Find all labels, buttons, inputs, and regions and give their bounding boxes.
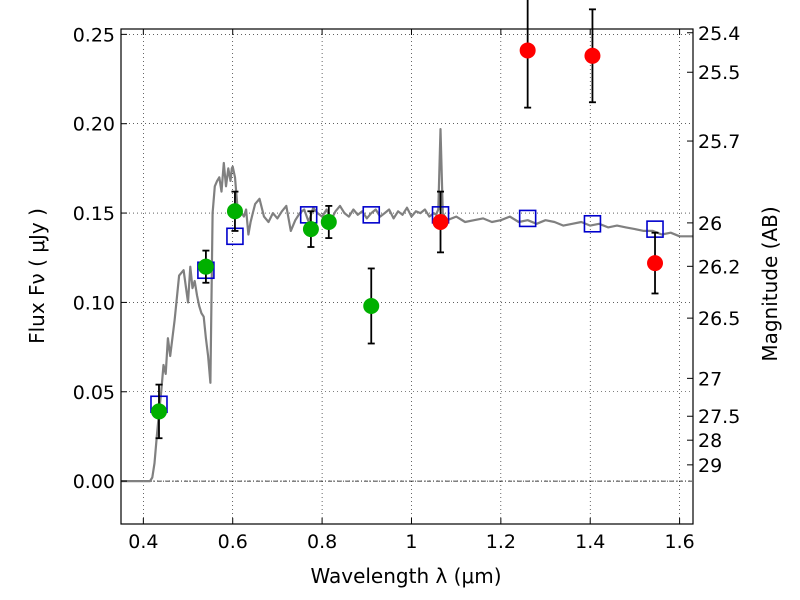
model-photometry-square bbox=[362, 206, 381, 224]
x-tick-label: 1.6 bbox=[664, 531, 694, 553]
magnitude-tick-label: 25.5 bbox=[698, 62, 740, 84]
y-tick-label: 0.10 bbox=[73, 292, 115, 314]
plot-frame bbox=[120, 28, 694, 525]
model-photometry-square bbox=[583, 214, 602, 233]
red-data-point bbox=[519, 42, 536, 59]
green-data-point bbox=[363, 297, 380, 314]
grid-lines bbox=[121, 29, 693, 524]
model-spectrum-line bbox=[121, 128, 693, 483]
x-tick-label: 0.6 bbox=[218, 531, 248, 553]
data-marks bbox=[150, 0, 664, 440]
x-tick-label: 0.8 bbox=[307, 531, 337, 553]
right-y-axis-label: Magnitude (AB) bbox=[758, 206, 782, 361]
magnitude-tick-label: 25.4 bbox=[698, 23, 740, 45]
y-tick-label: 0.05 bbox=[73, 382, 115, 404]
y-tick-label: 0.15 bbox=[73, 203, 115, 225]
magnitude-tick-label: 27 bbox=[698, 368, 722, 390]
green-data-point bbox=[302, 221, 319, 238]
green-data-point bbox=[226, 203, 243, 220]
red-data-point bbox=[584, 47, 601, 64]
red-data-point bbox=[647, 255, 664, 272]
green-data-point bbox=[197, 258, 214, 275]
x-axis-label: Wavelength λ (μm) bbox=[310, 564, 501, 588]
y-tick-label: 0.20 bbox=[73, 114, 115, 136]
y-tick-label: 0.00 bbox=[73, 471, 115, 493]
y-axis-label: Flux Fν ( μJy ) bbox=[25, 208, 49, 344]
green-data-point bbox=[320, 213, 337, 230]
model-photometry-square bbox=[518, 209, 537, 228]
magnitude-tick-label: 28 bbox=[698, 430, 722, 452]
y-tick-label: 0.25 bbox=[73, 24, 115, 46]
magnitude-tick-label: 27.5 bbox=[698, 406, 740, 428]
x-tick-label: 1.4 bbox=[575, 531, 605, 553]
x-tick-label: 1.2 bbox=[486, 531, 516, 553]
x-tick-label: 0.4 bbox=[128, 531, 158, 553]
magnitude-tick-label: 26 bbox=[698, 213, 722, 235]
magnitude-tick-label: 25.7 bbox=[698, 131, 740, 153]
red-data-point bbox=[432, 213, 449, 230]
green-data-point bbox=[150, 403, 167, 420]
magnitude-tick-label: 26.2 bbox=[698, 256, 740, 278]
axis-ticks: 0.4 0.6 0.8 1 1.2 1.4 1.6 0.00 0.05 0.10 0.15 0.20 0… bbox=[73, 23, 741, 553]
magnitude-tick-label: 29 bbox=[698, 455, 722, 477]
x-tick-label: 1 bbox=[405, 531, 417, 553]
magnitude-tick-label: 26.5 bbox=[698, 308, 740, 330]
